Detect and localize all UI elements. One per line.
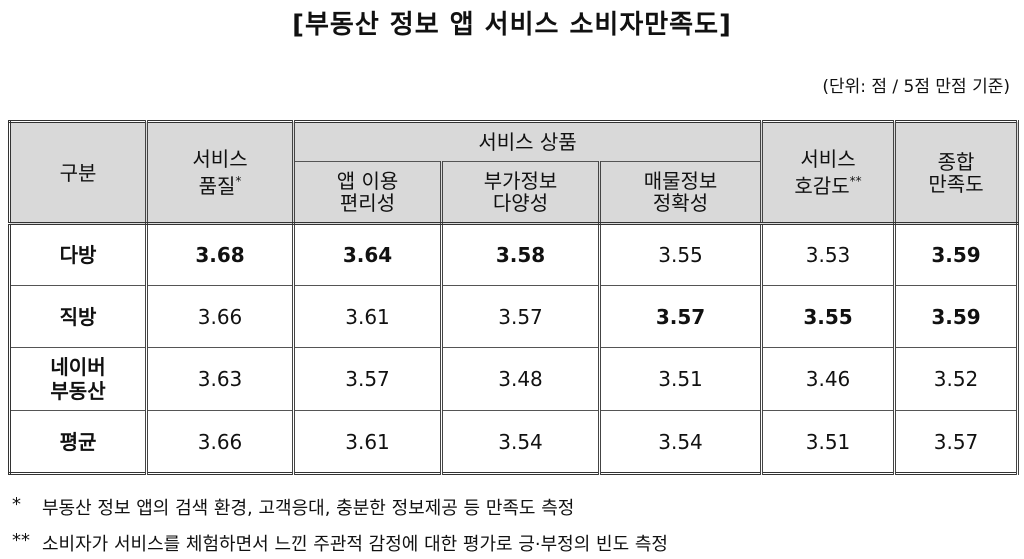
value-cell: 3.68 — [146, 223, 295, 286]
row-label-cell: 다방 — [9, 223, 148, 286]
row-label-cell: 평균 — [9, 410, 148, 474]
value-cell: 3.55 — [761, 285, 897, 348]
value: 3.64 — [342, 243, 393, 267]
value: 3.68 — [195, 243, 245, 267]
value: 3.66 — [197, 429, 243, 454]
value-cell: 3.61 — [293, 285, 443, 348]
value-cell: 3.53 — [761, 223, 897, 286]
value: 3.54 — [498, 429, 543, 454]
table-body: 다방 3.68 3.64 3.58 3.55 3.53 3.59 직방 3.66 3.61 3.57… — [9, 223, 1020, 474]
value-cell: 3.63 — [146, 347, 295, 411]
header-text: 앱 이용 편리성 — [336, 169, 399, 215]
value: 3.59 — [931, 243, 981, 267]
header-text: 구분 — [59, 160, 97, 185]
value-cell: 3.66 — [146, 285, 295, 348]
table-row: 직방 3.66 3.61 3.57 3.57 3.55 3.59 — [9, 285, 1020, 348]
footnote-mark: * — [235, 174, 242, 188]
value: 3.61 — [345, 304, 390, 329]
header-cell: 서비스 호감도** — [761, 121, 897, 225]
row-label: 직방 — [59, 304, 97, 329]
header-text: 서비스 호감도 — [794, 147, 856, 198]
header-text: 서비스 품질 — [192, 147, 248, 198]
header-text: 매물정보 정확성 — [643, 169, 718, 215]
value-cell: 3.64 — [293, 223, 443, 286]
value-cell: 3.57 — [441, 285, 601, 348]
header-cell: 앱 이용 편리성 — [293, 161, 443, 225]
row-label: 다방 — [59, 243, 97, 267]
value-cell: 3.61 — [293, 410, 443, 474]
value-cell: 3.59 — [894, 223, 1020, 286]
value: 3.46 — [805, 367, 851, 391]
value: 3.54 — [658, 429, 703, 454]
title: [부동산 정보 앱 서비스 소비자만족도] — [292, 10, 732, 40]
header-cell: 서비스 상품 — [292, 121, 764, 162]
header-text: 종합 만족도 — [928, 149, 984, 196]
value-cell: 3.57 — [293, 347, 443, 411]
table-row: 다방 3.68 3.64 3.58 3.55 3.53 3.59 — [9, 223, 1020, 286]
footnote-mark: * — [12, 494, 21, 515]
table-row: 네이버 부동산 3.63 3.57 3.48 3.51 3.46 3.52 — [9, 347, 1020, 411]
value-cell: 3.46 — [761, 347, 897, 411]
value: 3.51 — [805, 429, 851, 454]
footnote: ** 소비자가 서비스를 체험하면서 느낀 주관적 감정에 대한 평가로 긍·부정… — [12, 530, 668, 556]
row-label: 평균 — [59, 429, 97, 454]
footnote-mark: ** — [12, 530, 30, 551]
value: 3.66 — [197, 304, 243, 329]
footnote-text: 부동산 정보 앱의 검색 환경, 고객응대, 충분한 정보제공 등 만족도 측정 — [42, 498, 575, 519]
row-label-cell: 직방 — [9, 285, 148, 348]
header-cell: 매물정보 정확성 — [598, 161, 764, 225]
value: 3.59 — [931, 304, 981, 329]
value: 3.51 — [658, 367, 703, 391]
value: 3.53 — [805, 243, 851, 267]
header-text: 부가정보 다양성 — [483, 169, 558, 215]
satisfaction-table: 구분 서비스 품질* 서비스 상품 서비스 호감도** 종합 만족도 앱 이용 … — [8, 120, 1020, 475]
value: 3.57 — [655, 304, 706, 329]
header-cell: 구분 — [9, 121, 148, 225]
value-cell: 3.55 — [598, 223, 764, 286]
footnote-mark: ** — [849, 174, 862, 188]
value: 3.57 — [345, 367, 390, 391]
footnote: * 부동산 정보 앱의 검색 환경, 고객응대, 충분한 정보제공 등 만족도 측… — [12, 494, 575, 520]
value-cell: 3.57 — [598, 285, 764, 348]
row-label-cell: 네이버 부동산 — [9, 347, 148, 411]
value: 3.61 — [345, 429, 390, 454]
value: 3.55 — [658, 243, 703, 267]
footnote-text: 소비자가 서비스를 체험하면서 느낀 주관적 감정에 대한 평가로 긍·부정의 … — [42, 534, 668, 555]
value: 3.58 — [495, 243, 546, 267]
value-cell: 3.57 — [894, 410, 1020, 474]
value-cell: 3.59 — [894, 285, 1020, 348]
table-row: 평균 3.66 3.61 3.54 3.54 3.51 3.57 — [9, 410, 1020, 474]
value-cell: 3.58 — [441, 223, 601, 286]
unit-note: (단위: 점 / 5점 만점 기준) — [822, 77, 1010, 97]
value: 3.57 — [933, 429, 979, 454]
value-cell: 3.52 — [894, 347, 1020, 411]
value-cell: 3.51 — [598, 347, 764, 411]
header-cell: 서비스 품질* — [146, 121, 295, 225]
value: 3.63 — [197, 367, 243, 391]
value: 3.57 — [498, 304, 543, 329]
header-cell: 종합 만족도 — [894, 121, 1020, 225]
value-cell: 3.54 — [441, 410, 601, 474]
value-cell: 3.51 — [761, 410, 897, 474]
header-group: 서비스 상품 — [478, 130, 577, 154]
value-cell: 3.54 — [598, 410, 764, 474]
value: 3.48 — [498, 367, 543, 391]
value: 3.55 — [803, 304, 853, 329]
value-cell: 3.48 — [441, 347, 601, 411]
value-cell: 3.66 — [146, 410, 295, 474]
header-cell: 부가정보 다양성 — [441, 161, 601, 225]
row-label: 네이버 부동산 — [50, 355, 106, 403]
value: 3.52 — [933, 367, 979, 391]
